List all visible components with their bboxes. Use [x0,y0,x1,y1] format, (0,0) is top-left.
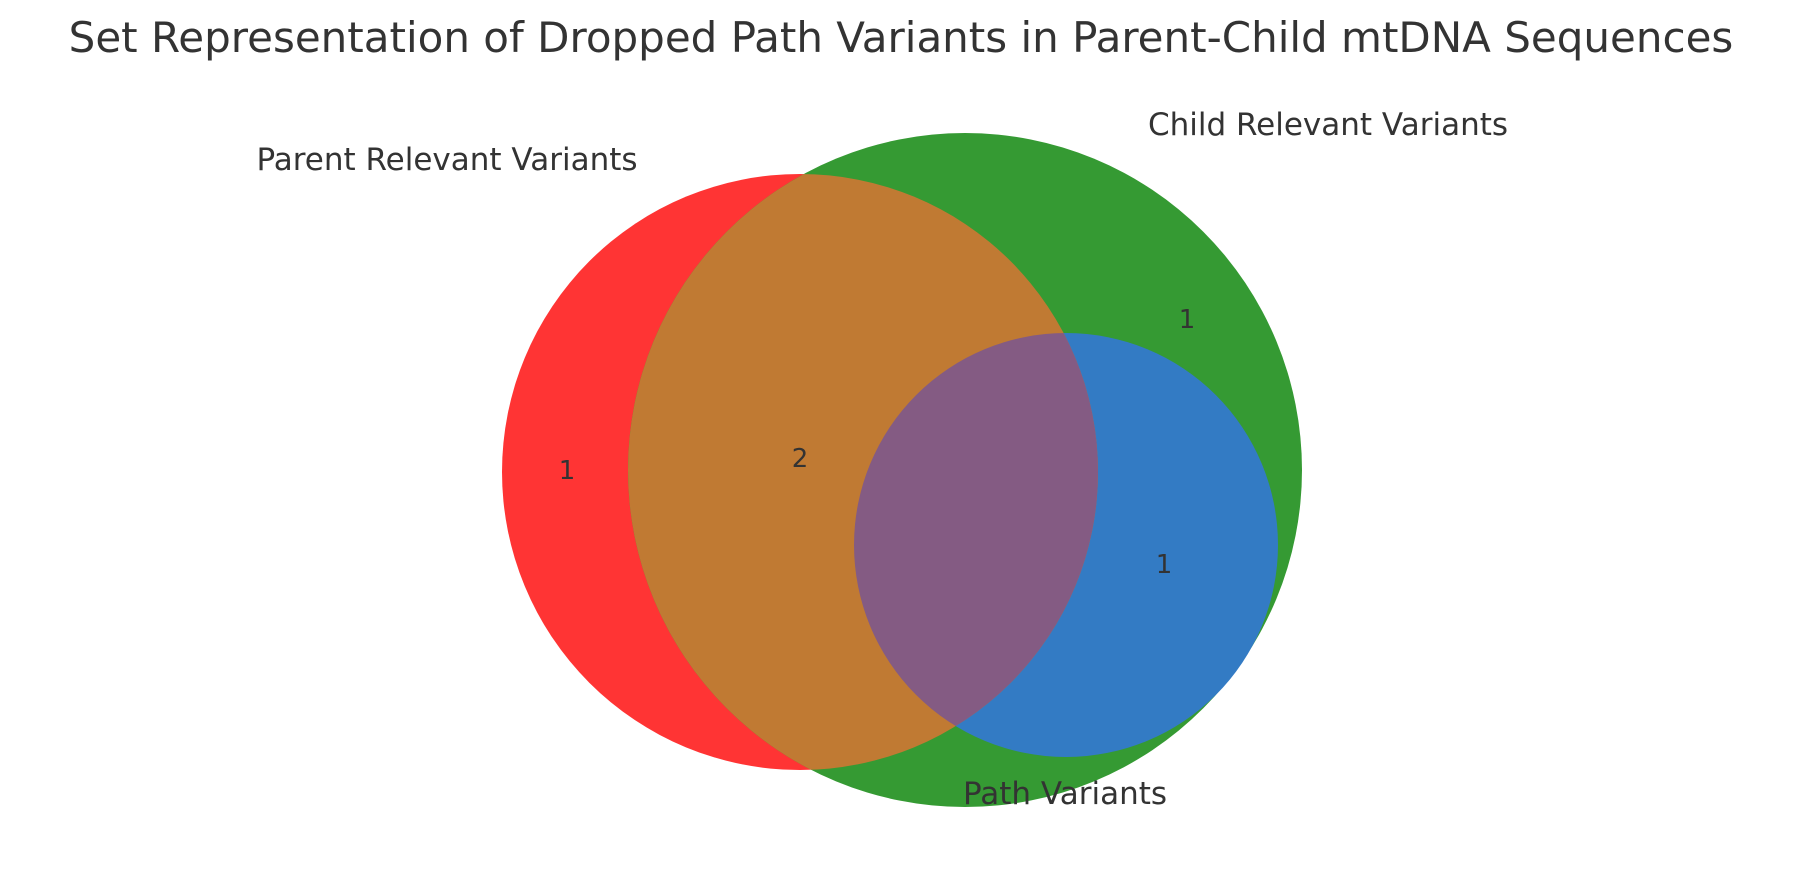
count-child-only: 1 [1179,305,1196,335]
set-label-child: Child Relevant Variants [1148,107,1508,143]
count-parent-only: 1 [559,456,576,486]
count-parent-child: 2 [792,444,809,474]
count-child-path: 1 [1156,550,1173,580]
parent-path-overlap [854,333,1098,757]
set-label-path: Path Variants [963,776,1167,812]
chart-title: Set Representation of Dropped Path Varia… [69,13,1734,62]
set-label-parent: Parent Relevant Variants [256,142,637,178]
